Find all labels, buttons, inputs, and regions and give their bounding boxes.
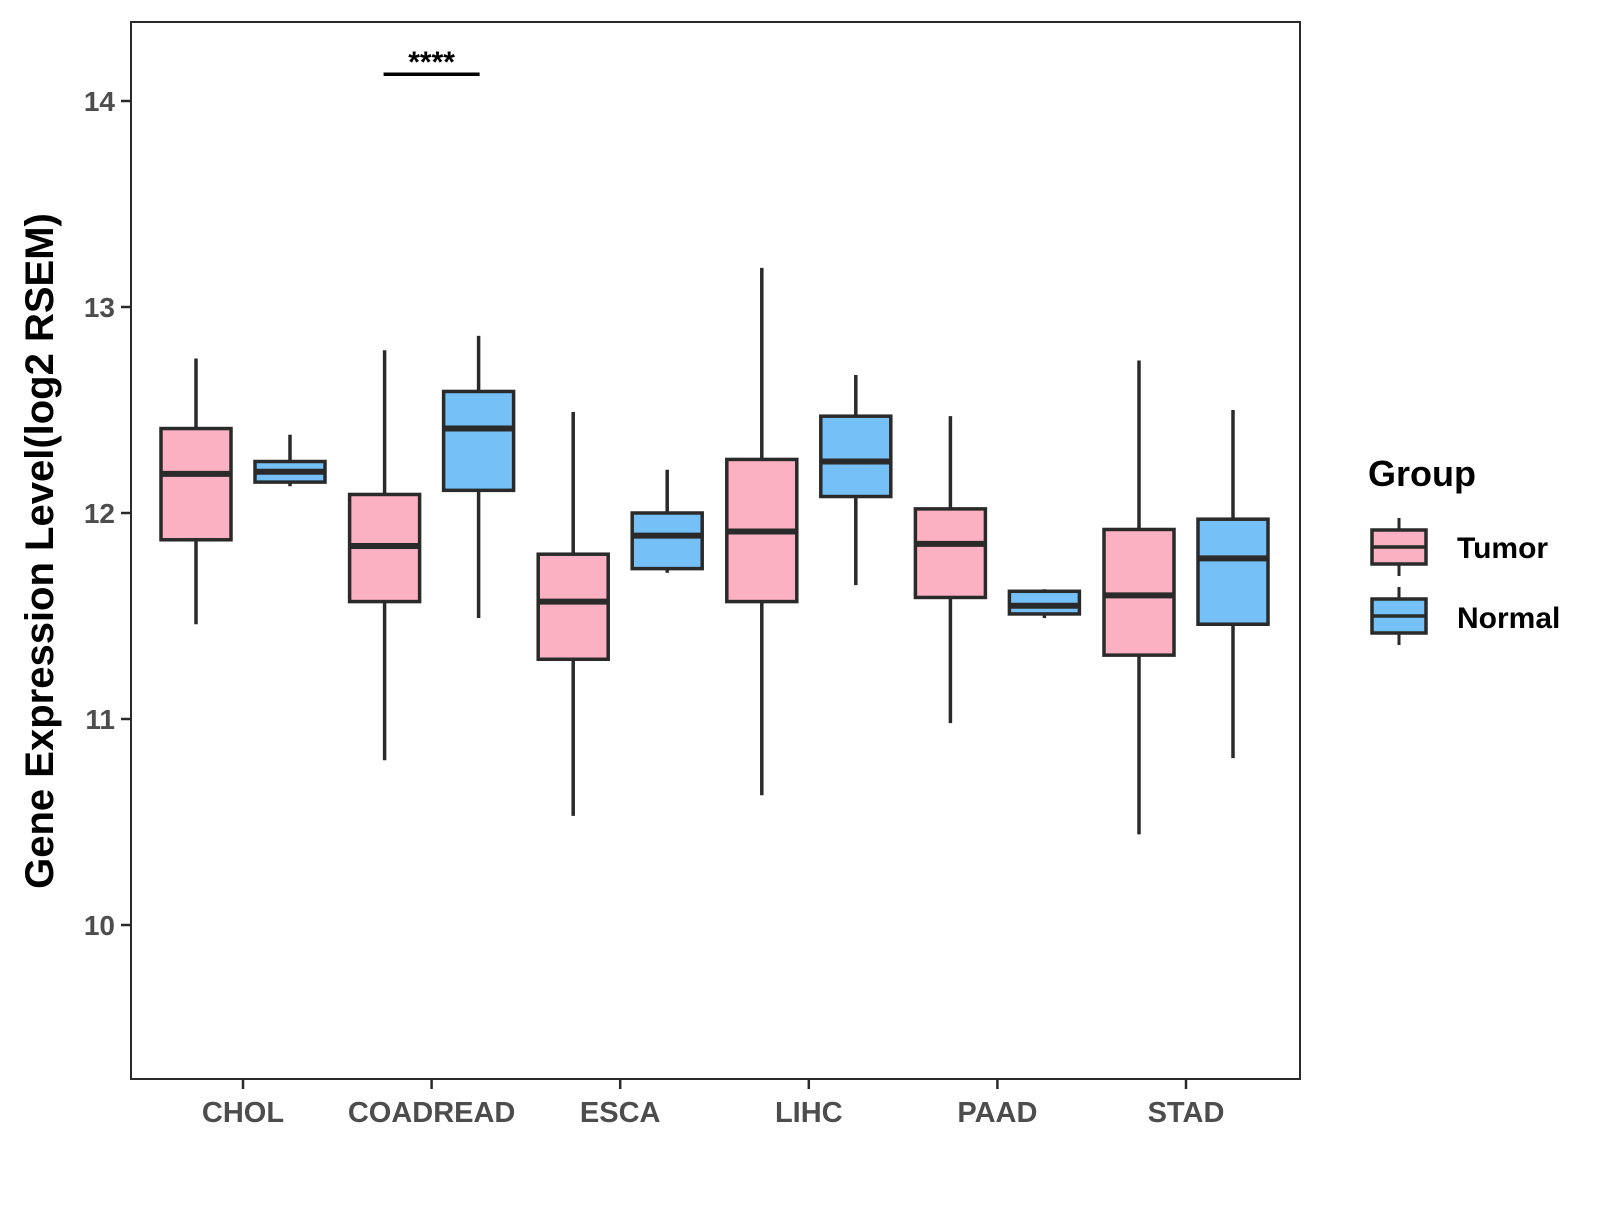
significance-label: **** [408, 46, 455, 79]
box-body [630, 511, 704, 571]
box-body [441, 389, 516, 493]
x-axis: CHOL COADREAD ESCA LIHC PAAD STAD [202, 1079, 1224, 1129]
box-tumor-lihc [725, 267, 799, 796]
x-tick-label: ESCA [580, 1097, 661, 1129]
box-series [159, 267, 1270, 835]
legend-label-tumor: Tumor [1457, 532, 1548, 565]
box-normal-esca [630, 469, 704, 573]
box-body [159, 426, 233, 542]
y-axis: 10 11 12 13 14 [84, 86, 131, 941]
y-tick-label: 13 [84, 292, 115, 323]
y-tick-label: 12 [84, 498, 115, 529]
x-tick-label: COADREAD [348, 1097, 516, 1129]
box-normal-coadread [441, 335, 516, 619]
box-normal-paad [1007, 589, 1082, 619]
x-tick-label: LIHC [775, 1097, 843, 1129]
y-tick-label: 11 [85, 704, 115, 735]
box-body [536, 552, 610, 662]
legend-key-normal [1370, 587, 1428, 645]
y-tick-label: 14 [84, 86, 116, 117]
box-tumor-paad [913, 416, 988, 724]
x-tick-label: CHOL [202, 1097, 284, 1129]
legend-keys [1370, 518, 1428, 645]
legend-title: Group [1368, 453, 1476, 494]
box-normal-chol [253, 434, 327, 487]
box-normal-stad [1196, 410, 1270, 759]
box-body [819, 414, 893, 499]
box-tumor-chol [159, 358, 233, 625]
box-normal-lihc [819, 374, 893, 586]
box-body [1007, 589, 1082, 616]
legend-key-tumor [1370, 518, 1428, 576]
box-body [913, 507, 988, 600]
box-body [1102, 527, 1176, 657]
legend-label-normal: Normal [1457, 602, 1560, 635]
y-tick-label: 10 [84, 910, 115, 941]
box-tumor-coadread [347, 350, 422, 761]
significance-annotations: **** [383, 46, 480, 79]
legend: Group Tumor Normal [1368, 453, 1560, 645]
x-tick-label: PAAD [957, 1097, 1037, 1129]
x-tick-label: STAD [1148, 1097, 1225, 1129]
box-tumor-esca [536, 412, 610, 816]
box-body [1196, 517, 1270, 626]
y-axis-title: Gene Expression Level(log2 RSEM) [18, 213, 62, 889]
box-tumor-stad [1102, 360, 1176, 835]
